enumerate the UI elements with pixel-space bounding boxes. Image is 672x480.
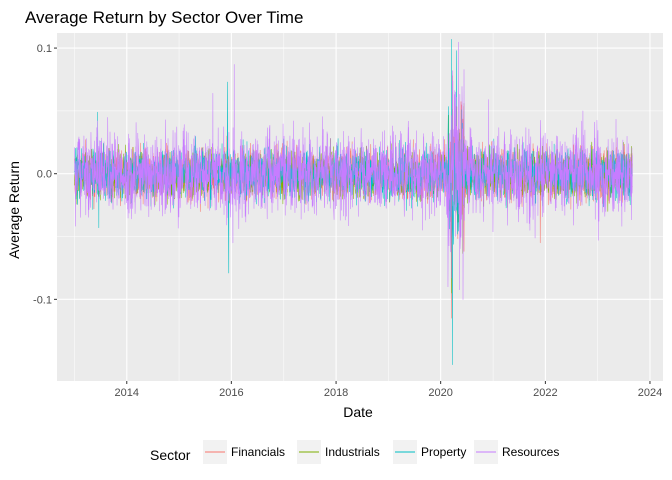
legend-label-property: Property [421, 445, 466, 459]
legend-label-resources: Resources [502, 445, 559, 459]
legend-title: Sector [150, 447, 191, 463]
y-tick-label: -0.1 [33, 294, 52, 306]
legend-label-industrials: Industrials [325, 445, 380, 459]
plot-panel [57, 33, 663, 381]
series-line-resources [74, 41, 633, 300]
x-tick-label: 2020 [428, 387, 452, 399]
legend-label-financials: Financials [231, 445, 285, 459]
y-axis-title: Average Return [6, 161, 22, 259]
x-tick-label: 2024 [638, 387, 662, 399]
chart-title: Average Return by Sector Over Time [25, 8, 303, 27]
series-layer [74, 39, 633, 365]
x-tick-label: 2018 [324, 387, 348, 399]
x-tick-label: 2014 [115, 387, 139, 399]
y-tick-label: 0.1 [37, 43, 52, 55]
x-tick-label: 2022 [533, 387, 557, 399]
x-axis-title: Date [343, 404, 373, 420]
y-tick-label: 0.0 [37, 169, 52, 181]
legend: Sector Financials Industrials Property Reso… [150, 440, 559, 464]
x-tick-label: 2016 [219, 387, 243, 399]
axes: 0.1 0.0 -0.1 2014 2016 2018 2020 2022 2024 [33, 43, 662, 399]
grid-minor [57, 33, 663, 381]
